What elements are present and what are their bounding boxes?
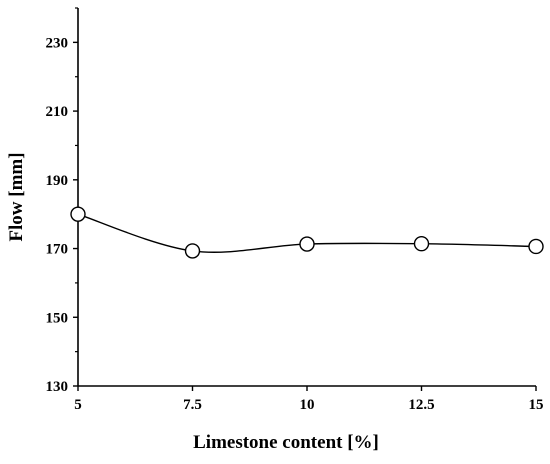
y-tick-label: 150 [46,310,69,326]
x-tick-label: 7.5 [183,397,202,413]
x-axis-title: Limestone content [%] [193,432,379,453]
series-markers [70,206,544,259]
data-point [184,243,201,259]
x-tick-label: 5 [74,397,82,413]
data-point [299,236,315,252]
y-tick-label: 190 [46,173,69,189]
axis-ticks [73,7,537,391]
data-point [70,206,86,222]
x-tick-label: 12.5 [408,397,434,413]
tick-labels: 130 150 170 190 210 230 5 7.5 10 12.5 15 [46,35,544,413]
y-tick-label: 210 [46,104,69,120]
y-tick-label: 130 [46,379,69,395]
data-point [413,236,430,252]
x-tick-label: 10 [300,397,315,413]
y-tick-label: 170 [46,242,69,258]
plot-frame [77,8,536,387]
y-axis-title: Flow [mm] [6,152,27,241]
y-tick-label: 230 [46,35,69,51]
x-tick-label: 15 [529,397,544,413]
data-point [528,238,544,255]
